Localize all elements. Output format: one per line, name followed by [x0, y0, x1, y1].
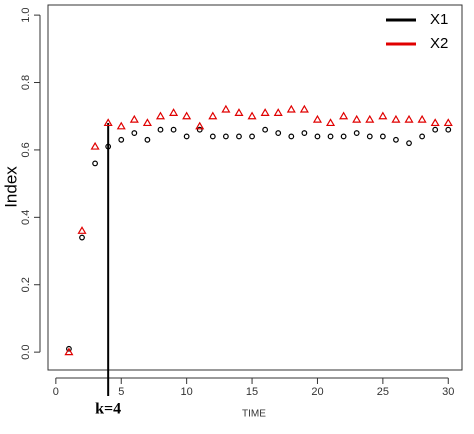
point: [260, 108, 270, 116]
legend-label: X1: [430, 11, 448, 28]
point: [393, 136, 399, 143]
point: [325, 118, 336, 127]
point: [247, 111, 257, 120]
point: [404, 114, 414, 123]
point: [118, 136, 125, 143]
y-axis-label: Index: [1, 166, 20, 208]
point: [64, 347, 74, 356]
point: [273, 108, 283, 116]
point: [77, 226, 87, 234]
x-tick-label: 20: [311, 386, 323, 398]
point: [183, 133, 190, 140]
point: [195, 121, 205, 130]
point: [378, 111, 388, 120]
point: [169, 108, 179, 116]
x-tick-label: 10: [181, 386, 193, 398]
point: [236, 133, 242, 140]
point: [196, 126, 203, 133]
point: [170, 126, 177, 133]
point: [131, 130, 138, 136]
point: [79, 234, 85, 241]
point: [419, 133, 426, 140]
point: [406, 140, 412, 147]
y-tick-label: 0.6: [20, 142, 32, 157]
y-tick-label: 0.0: [20, 344, 32, 359]
point: [379, 133, 386, 140]
y-tick-label: 0.2: [20, 277, 32, 292]
point: [443, 118, 453, 127]
point: [66, 345, 72, 352]
y-tick-label: 1.0: [20, 7, 32, 22]
y-tick-label: 0.4: [20, 210, 32, 225]
point: [352, 114, 362, 123]
point: [249, 133, 255, 140]
point: [353, 130, 360, 136]
point: [286, 104, 296, 113]
point: [142, 118, 152, 127]
point: [144, 136, 151, 143]
y-tick-label: 0.8: [20, 75, 32, 90]
threshold-label: k=4: [95, 401, 121, 418]
x-axis-label: TIME: [242, 409, 266, 420]
point: [288, 133, 295, 140]
point: [262, 126, 269, 133]
point: [339, 111, 349, 120]
x-tick-label: 25: [377, 386, 389, 398]
point: [208, 111, 218, 120]
point: [209, 133, 216, 140]
point: [432, 126, 439, 133]
point: [221, 104, 231, 113]
point: [299, 104, 309, 113]
point: [417, 114, 427, 123]
point: [275, 130, 282, 136]
point: [92, 160, 98, 167]
point: [129, 114, 139, 123]
point: [340, 133, 347, 140]
plot-frame: [47, 4, 463, 371]
legend-label: X2: [430, 35, 448, 52]
point: [155, 111, 166, 120]
x-tick-label: 15: [246, 386, 258, 398]
point: [157, 126, 164, 133]
x-tick-label: 5: [118, 386, 124, 398]
point: [103, 118, 113, 127]
point: [222, 133, 229, 140]
point: [365, 114, 375, 123]
point: [105, 143, 112, 150]
point: [430, 118, 440, 127]
point: [391, 114, 401, 123]
point: [301, 130, 308, 136]
point: [312, 114, 323, 123]
point: [327, 133, 334, 140]
point: [234, 108, 244, 116]
point: [366, 133, 373, 140]
point: [314, 133, 321, 140]
point: [445, 126, 452, 133]
x-tick-label: 30: [442, 386, 454, 398]
point: [116, 121, 126, 130]
point: [182, 111, 192, 120]
point: [90, 141, 100, 150]
x-tick-label: 0: [53, 386, 59, 398]
